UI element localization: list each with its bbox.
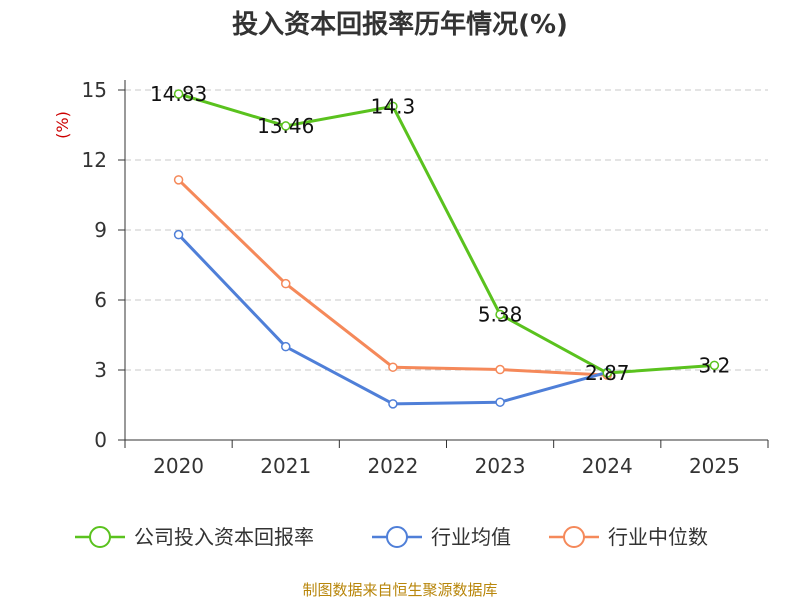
y-tick-label: 12 <box>82 148 107 172</box>
axes: 0 3 6 9 12 15 2020 2021 2022 2023 2024 2025 <box>82 78 769 478</box>
data-label: 14.83 <box>150 82 207 106</box>
series-point-2 <box>173 175 184 185</box>
series-point-1 <box>495 397 505 407</box>
legend-marker-1 <box>386 526 408 548</box>
legend-marker-0 <box>89 526 111 548</box>
series-point-0 <box>709 360 720 371</box>
x-tick-label: 2021 <box>260 454 311 478</box>
series-point-1 <box>173 229 184 240</box>
series-group <box>173 89 720 409</box>
data-labels: 14.83 13.46 14.3 5.38 2.87 3.2 <box>150 82 730 385</box>
y-tick-label: 15 <box>82 78 107 102</box>
series-point-0 <box>602 368 612 378</box>
y-tick-label: 9 <box>94 218 107 242</box>
series-line-2 <box>177 178 608 377</box>
series-point-2 <box>495 364 505 375</box>
legend: 公司投入资本回报率 行业均值 行业中位数 <box>75 525 708 549</box>
grid-lines <box>125 89 768 371</box>
y-tick-label: 0 <box>94 428 107 452</box>
y-tick-label: 6 <box>94 288 107 312</box>
legend-label-0: 公司投入资本回报率 <box>134 525 314 549</box>
data-label: 14.3 <box>371 94 416 118</box>
series-point-2 <box>281 278 291 289</box>
data-label: 5.38 <box>478 302 523 326</box>
series-point-1 <box>281 341 291 352</box>
series-line-1 <box>177 233 608 406</box>
series-point-1 <box>388 399 398 409</box>
data-label: 3.2 <box>699 353 731 377</box>
series-point-0 <box>281 121 291 131</box>
data-label: 2.87 <box>585 361 630 385</box>
series-point-0 <box>495 309 505 320</box>
source-note: 制图数据来自恒生聚源数据库 <box>302 581 497 599</box>
data-label: 13.46 <box>257 114 314 138</box>
series-line-0 <box>178 92 715 375</box>
chart-title: 投入资本回报率历年情况(%) <box>232 9 568 40</box>
legend-label-2: 行业中位数 <box>608 525 708 549</box>
x-tick-label: 2023 <box>475 454 526 478</box>
y-tick-label: 3 <box>94 358 107 382</box>
x-tick-label: 2024 <box>582 454 633 478</box>
x-tick-label: 2022 <box>367 454 418 478</box>
legend-label-1: 行业均值 <box>431 525 511 549</box>
x-tick-label: 2025 <box>689 454 740 478</box>
series-point-0 <box>388 101 398 112</box>
series-point-2 <box>388 362 398 372</box>
legend-marker-2 <box>563 526 585 548</box>
x-tick-label: 2020 <box>153 454 204 478</box>
series-point-0 <box>173 89 184 99</box>
y-axis-label: (%) <box>53 111 72 139</box>
